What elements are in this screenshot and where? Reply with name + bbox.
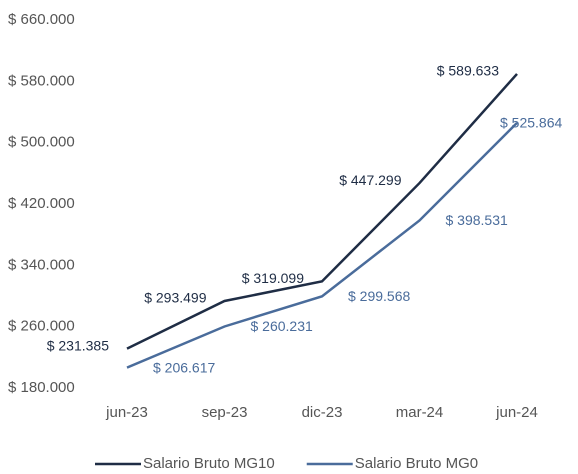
y-tick-label: $ 260.000: [8, 318, 75, 335]
y-tick-label: $ 580.000: [8, 72, 75, 89]
x-tick-label: dic-23: [302, 404, 343, 421]
data-label: $ 260.231: [251, 318, 313, 334]
y-tick-label: $ 420.000: [8, 195, 75, 212]
x-tick-label: mar-24: [396, 404, 444, 421]
data-label: $ 525.864: [500, 115, 562, 131]
y-tick-label: $ 180.000: [8, 379, 75, 396]
data-label: $ 447.299: [339, 172, 401, 188]
data-label: $ 319.099: [242, 270, 304, 286]
y-tick-label: $ 500.000: [8, 134, 75, 151]
series-line: [126, 73, 518, 350]
legend-label: Salario Bruto MG0: [355, 455, 478, 472]
series-line: [126, 121, 518, 369]
data-label: $ 231.385: [47, 337, 109, 353]
data-label: $ 398.531: [446, 212, 508, 228]
data-label: $ 589.633: [437, 63, 499, 79]
y-tick-label: $ 340.000: [8, 256, 75, 273]
x-tick-label: sep-23: [202, 404, 248, 421]
data-label: $ 206.617: [153, 359, 215, 375]
data-label: $ 293.499: [144, 290, 206, 306]
y-tick-label: $ 660.000: [8, 11, 75, 28]
legend-label: Salario Bruto MG10: [143, 455, 275, 472]
x-tick-label: jun-24: [495, 404, 538, 421]
x-tick-label: jun-23: [105, 404, 148, 421]
data-label: $ 299.568: [348, 288, 410, 304]
